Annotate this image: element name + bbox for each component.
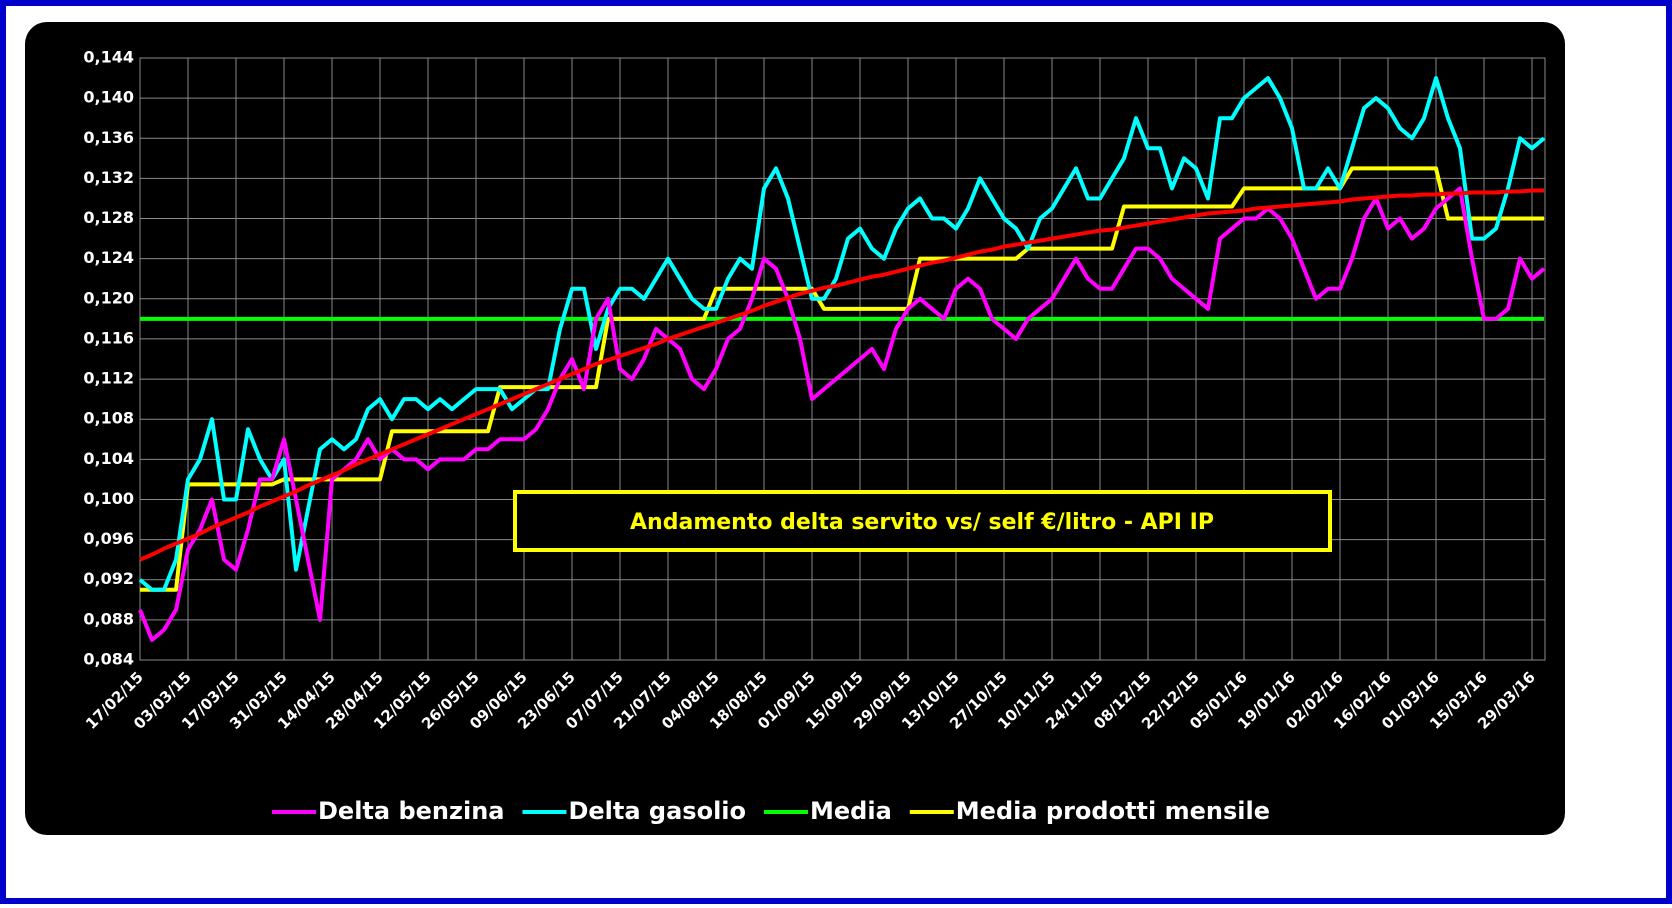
legend-label: Delta benzina — [318, 797, 504, 825]
legend-label: Media — [810, 797, 892, 825]
y-tick-label: 0,104 — [83, 449, 134, 468]
y-tick-label: 0,144 — [83, 48, 134, 67]
y-tick-label: 0,128 — [83, 208, 134, 227]
y-tick-label: 0,092 — [83, 569, 134, 588]
y-tick-label: 0,096 — [83, 529, 134, 548]
y-tick-label: 0,136 — [83, 128, 134, 147]
series-line — [138, 186, 1546, 642]
y-tick-label: 0,132 — [83, 168, 134, 187]
series-line — [138, 76, 1546, 592]
y-tick-label: 0,084 — [83, 650, 134, 669]
annotation: Andamento delta servito vs/ self €/litro… — [630, 510, 1214, 535]
y-tick-label: 0,140 — [83, 88, 134, 107]
annotation-box — [513, 490, 1332, 552]
y-tick-label: 0,088 — [83, 609, 134, 628]
legend-label: Media prodotti mensile — [956, 797, 1270, 825]
y-tick-label: 0,112 — [83, 369, 134, 388]
y-tick-label: 0,100 — [83, 489, 134, 508]
y-tick-label: 0,124 — [83, 248, 134, 267]
y-tick-label: 0,116 — [83, 328, 134, 347]
plot-border — [139, 57, 1546, 661]
series-line — [139, 188, 1544, 562]
y-tick-label: 0,108 — [83, 409, 134, 428]
legend-label: Delta gasolio — [568, 797, 746, 825]
panel — [25, 22, 1565, 835]
y-tick-label: 0,120 — [83, 288, 134, 307]
